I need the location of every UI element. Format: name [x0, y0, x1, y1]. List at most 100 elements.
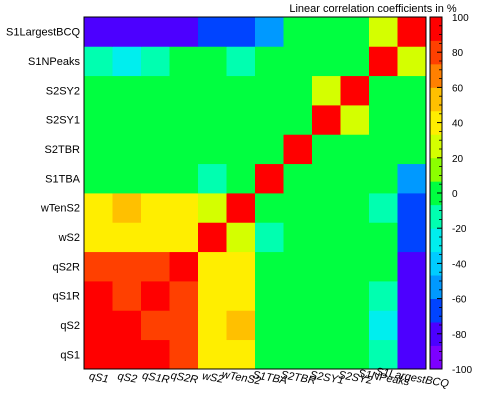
heatmap-cell — [112, 75, 142, 106]
heatmap-cell — [397, 134, 427, 165]
color-scale-tick-label: 20 — [452, 154, 464, 165]
heatmap-cell — [169, 105, 199, 135]
color-scale-tick-label: -80 — [452, 330, 467, 341]
y-axis-label: S2SY1 — [46, 115, 80, 127]
heatmap-cell — [226, 46, 256, 77]
heatmap-cell — [340, 251, 370, 282]
x-axis-label: wS2 — [201, 370, 224, 386]
heatmap-cell — [141, 105, 170, 135]
heatmap-cell — [312, 134, 341, 165]
heatmap-cell — [169, 310, 199, 341]
heatmap-cell — [169, 46, 199, 77]
heatmap-cell — [312, 193, 341, 223]
heatmap-cell — [340, 339, 370, 370]
heatmap-cell — [255, 75, 284, 106]
x-axis-label: qS2 — [117, 370, 138, 385]
heatmap-cell — [340, 105, 370, 135]
heatmap-cell — [169, 17, 199, 47]
heatmap-cell — [112, 134, 142, 165]
y-axis-label: qS1R — [52, 291, 80, 303]
heatmap-cell — [141, 310, 170, 341]
color-scale-band — [430, 63, 442, 88]
color-scale-band — [430, 345, 442, 370]
heatmap-cell — [340, 310, 370, 341]
heatmap-cell — [340, 193, 370, 223]
heatmap-cell — [198, 134, 227, 165]
heatmap-cell — [397, 251, 427, 282]
heatmap-cell — [283, 163, 313, 194]
heatmap-cell — [369, 222, 398, 253]
color-scale-band — [430, 251, 442, 276]
y-axis-label: S1TBA — [45, 173, 81, 185]
y-axis-label: qS2 — [60, 320, 80, 332]
x-axis-label: qS1R — [141, 370, 170, 387]
color-scale-band — [430, 298, 442, 323]
color-scale — [429, 16, 443, 370]
heatmap-cell — [169, 163, 199, 194]
heatmap-cell — [369, 251, 398, 282]
heatmap-cell — [255, 339, 284, 370]
heatmap-cell — [198, 339, 227, 370]
y-axis-label: wS2 — [58, 232, 80, 244]
heatmap-cell — [112, 310, 142, 341]
heatmap-cell — [283, 281, 313, 311]
heatmap-cell — [141, 281, 170, 311]
heatmap-cell — [340, 46, 370, 77]
heatmap-cell — [397, 281, 427, 311]
heatmap-cell — [226, 251, 256, 282]
color-scale-tick-label: -40 — [452, 259, 467, 270]
y-axis-label: S2SY2 — [46, 85, 80, 97]
x-axis-label: S2SY1 — [309, 369, 345, 387]
heatmap-cell — [255, 163, 284, 194]
color-scale-tick-label: -20 — [452, 224, 467, 235]
heatmap-cell — [169, 339, 199, 370]
heatmap-cell — [226, 222, 256, 253]
heatmap-cell — [312, 222, 341, 253]
heatmap-cell — [198, 310, 227, 341]
heatmap-cell — [369, 134, 398, 165]
heatmap-cell — [226, 281, 256, 311]
y-axis-label: S2TBR — [45, 144, 81, 156]
heatmap-cell — [255, 193, 284, 223]
heatmap-cell — [397, 17, 427, 47]
heatmap-cell — [226, 339, 256, 370]
heatmap-cell — [312, 75, 341, 106]
color-scale-band — [430, 87, 442, 112]
heatmap-cell — [312, 46, 341, 77]
heatmap-cell — [369, 46, 398, 77]
heatmap-cell — [169, 251, 199, 282]
heatmap-cell — [397, 46, 427, 77]
heatmap-cell — [369, 75, 398, 106]
heatmap-cell — [397, 222, 427, 253]
color-scale-band — [430, 181, 442, 206]
heatmap-cell — [340, 75, 370, 106]
heatmap-cell — [84, 310, 113, 341]
heatmap-cell — [141, 75, 170, 106]
heatmap-cell — [312, 105, 341, 135]
heatmap-cell — [369, 339, 398, 370]
heatmap-cell — [84, 281, 113, 311]
heatmap-cell — [84, 75, 113, 106]
heatmap-cell — [255, 134, 284, 165]
heatmap-cell — [169, 134, 199, 165]
heatmap-cell — [226, 193, 256, 223]
heatmap-cell — [226, 17, 256, 47]
heatmap-cell — [283, 17, 313, 47]
heatmap-cell — [283, 134, 313, 165]
heatmap-cell — [198, 75, 227, 106]
heatmap-cell — [141, 163, 170, 194]
color-scale-band — [430, 134, 442, 159]
heatmap-cell — [340, 222, 370, 253]
color-scale-band — [430, 204, 442, 229]
x-axis-label: S2SY2 — [337, 369, 373, 387]
heatmap-cell — [312, 310, 341, 341]
heatmap-cell — [283, 222, 313, 253]
heatmap-cell — [112, 17, 142, 47]
heatmap-cell — [397, 339, 427, 370]
y-axis-label: S1NPeaks — [28, 56, 80, 68]
heatmap-cell — [84, 163, 113, 194]
color-scale-band — [430, 157, 442, 182]
heatmap-cell — [112, 251, 142, 282]
color-scale-tick-label: 80 — [452, 48, 464, 59]
heatmap-cell — [226, 134, 256, 165]
